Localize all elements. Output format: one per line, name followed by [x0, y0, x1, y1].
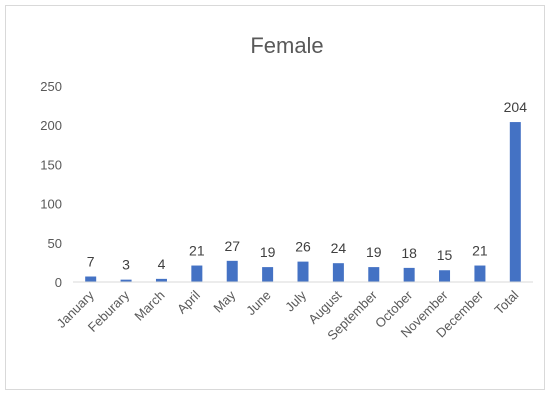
y-tick-label: 0 — [55, 275, 62, 290]
bar-may — [226, 260, 238, 282]
chart-frame — [5, 5, 545, 390]
data-label-march: 4 — [158, 256, 166, 272]
data-label-october: 18 — [401, 245, 417, 261]
x-tick-label-march: March — [131, 288, 167, 324]
bar-total — [509, 122, 521, 283]
data-label-july: 26 — [295, 239, 311, 255]
bar-june — [262, 267, 274, 282]
bar-december — [474, 265, 486, 282]
y-tick-label: 200 — [40, 118, 62, 133]
bar-january — [85, 276, 97, 282]
bar-april — [191, 265, 203, 282]
y-tick-label: 100 — [40, 197, 62, 212]
data-label-may: 27 — [224, 238, 240, 254]
data-label-june: 19 — [260, 244, 276, 260]
data-label-november: 15 — [437, 247, 453, 263]
data-label-january: 7 — [87, 254, 95, 270]
bar-march — [155, 278, 167, 282]
data-label-august: 24 — [331, 240, 347, 256]
x-tick-label-total: Total — [491, 287, 521, 317]
data-label-feburary: 3 — [122, 257, 130, 273]
bar-october — [403, 267, 415, 282]
y-tick-label: 150 — [40, 157, 62, 172]
x-tick-label-april: April — [174, 287, 203, 316]
y-tick-label: 250 — [40, 79, 62, 94]
bar-july — [297, 261, 309, 282]
bar-feburary — [120, 279, 132, 282]
chart-title: Female — [250, 33, 323, 58]
x-tick-label-july: July — [282, 287, 309, 314]
data-label-december: 21 — [472, 243, 488, 259]
bars — [85, 122, 521, 283]
x-tick-label-may: May — [210, 287, 238, 315]
data-labels: 7 3 4 21 27 19 26 24 19 18 15 21 204 — [87, 99, 527, 273]
y-axis: 0 50 100 150 200 250 — [40, 79, 62, 290]
bar-november — [439, 270, 451, 282]
bar-august — [332, 263, 344, 282]
x-tick-label-june: June — [243, 288, 274, 319]
data-label-total: 204 — [504, 99, 528, 115]
data-label-september: 19 — [366, 244, 382, 260]
y-tick-label: 50 — [48, 236, 62, 251]
data-label-april: 21 — [189, 243, 205, 259]
bar-september — [368, 267, 380, 282]
